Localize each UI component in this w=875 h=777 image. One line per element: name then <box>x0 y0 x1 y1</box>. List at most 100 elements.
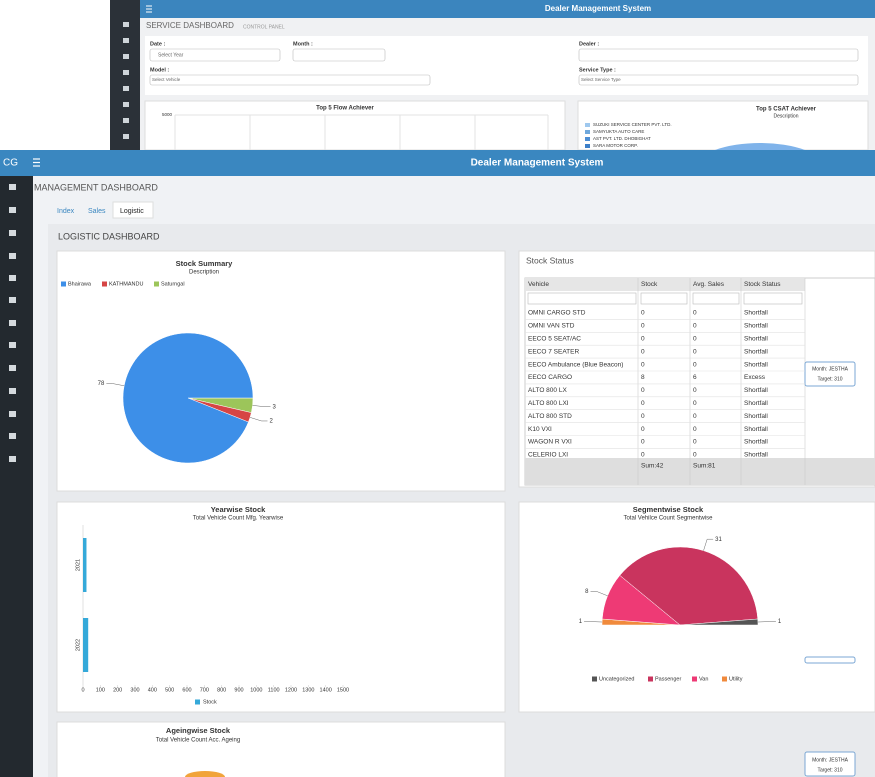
tab[interactable]: Index <box>57 208 75 215</box>
column-header: Stock Status <box>744 281 781 288</box>
x-tick-label: 1300 <box>302 687 314 693</box>
cell: 0 <box>693 310 697 317</box>
cell: 0 <box>641 439 645 446</box>
label: Month : <box>293 41 313 47</box>
cell: 0 <box>641 426 645 433</box>
logo: CG <box>3 158 18 169</box>
x-tick-label: 900 <box>234 687 243 693</box>
y-tick-label: 2022 <box>75 639 81 651</box>
x-tick-label: 300 <box>130 687 139 693</box>
cell: 0 <box>693 413 697 420</box>
tooltip-text: Month: JESTHA <box>812 757 849 763</box>
active-tab[interactable] <box>112 201 154 219</box>
placeholder: Select Vehicle <box>152 77 181 82</box>
placeholder: Select Service Type <box>581 77 621 82</box>
panel-title: Stock Status <box>526 255 574 265</box>
legend-label: KATHMANDU <box>109 281 143 287</box>
data-label: 78 <box>98 381 105 387</box>
model-select[interactable] <box>149 74 431 86</box>
csat-panel <box>577 100 869 151</box>
data-label: 8 <box>585 589 589 595</box>
bar <box>83 618 89 672</box>
cell: 0 <box>693 426 697 433</box>
cell: Shortfall <box>744 387 768 394</box>
front-menu-icon <box>33 158 40 167</box>
legend-swatch <box>195 699 200 705</box>
label-connector <box>106 383 125 387</box>
x-tick-label: 700 <box>200 687 209 693</box>
cell: Shortfall <box>744 323 768 330</box>
cell: 0 <box>693 387 697 394</box>
back-page-title: SERVICE DASHBOARD <box>146 21 234 30</box>
x-tick-label: 1100 <box>268 687 280 693</box>
x-tick-label: 1500 <box>337 687 349 693</box>
cell: 0 <box>693 439 697 446</box>
filter-input[interactable] <box>640 292 688 305</box>
table-foot <box>525 458 875 485</box>
column-header: Stock <box>641 281 658 288</box>
service-select[interactable] <box>578 74 859 86</box>
month-select[interactable] <box>292 48 386 62</box>
chart-title: Segmentwise Stock <box>633 505 704 514</box>
x-tick-label: 600 <box>182 687 191 693</box>
legend-label: Bhairawa <box>68 281 92 287</box>
data-label: 3 <box>273 404 277 410</box>
tooltip <box>804 751 856 777</box>
data-label: 1 <box>579 619 583 625</box>
yearwise-panel <box>56 501 506 713</box>
cell: 0 <box>693 348 697 355</box>
tooltip-text: Month: JESTHA <box>812 366 849 372</box>
back-header <box>140 0 875 18</box>
chart-title: Stock Summary <box>176 259 234 268</box>
filter-input[interactable] <box>692 292 740 305</box>
cell: Shortfall <box>744 336 768 343</box>
tooltip-text: Target: 310 <box>817 376 842 382</box>
cell: ALTO 800 STD <box>528 413 572 420</box>
flow-panel <box>144 100 566 151</box>
column-header: Vehicle <box>528 281 549 288</box>
front-header <box>0 150 875 176</box>
label: Dealer : <box>579 41 599 47</box>
label: Date : <box>150 41 165 47</box>
legend-swatch <box>61 281 66 287</box>
cell: CELERIO LXI <box>528 452 568 459</box>
cell: 0 <box>693 400 697 407</box>
cell: Shortfall <box>744 452 768 459</box>
cell: 0 <box>641 413 645 420</box>
cell: 0 <box>641 361 645 368</box>
legend-swatch <box>592 676 597 682</box>
date-select[interactable] <box>149 48 281 62</box>
flow-grid <box>174 114 549 150</box>
legend-label: Passenger <box>655 676 681 682</box>
tab[interactable]: Logistic <box>120 208 144 215</box>
front-sidebar <box>0 150 33 777</box>
cell: Shortfall <box>744 439 768 446</box>
cell: Excess <box>744 374 766 381</box>
cell: 0 <box>641 336 645 343</box>
label-connector <box>249 417 268 422</box>
filter-input[interactable] <box>527 292 637 305</box>
tooltip-text: Target: 310 <box>817 767 842 773</box>
tab[interactable]: Sales <box>88 208 106 215</box>
x-tick-label: 1400 <box>320 687 332 693</box>
cell: EECO 7 SEATER <box>528 348 579 355</box>
label-connector <box>590 591 608 597</box>
panel-title: Top 5 CSAT Achiever <box>756 107 817 113</box>
data-label: 2 <box>269 419 273 425</box>
tooltip <box>804 361 856 387</box>
filter-input[interactable] <box>743 292 803 305</box>
cell: Shortfall <box>744 426 768 433</box>
cell: 8 <box>641 374 645 381</box>
table-head <box>525 278 805 291</box>
panel-subtitle: Description <box>773 113 798 119</box>
csat-pie-edge <box>715 142 805 150</box>
cell: 0 <box>693 323 697 330</box>
back-selects <box>149 48 859 86</box>
chart-subtitle: Total Vehilce Count Segmentwise <box>623 516 713 522</box>
legend-label: Uncategorized <box>599 676 634 682</box>
dealer-select[interactable] <box>578 48 859 62</box>
y-tick-label: 5000 <box>162 112 173 117</box>
cell: Shortfall <box>744 400 768 407</box>
chart-subtitle: Total Vehicle Count Acc. Ageing <box>156 738 240 744</box>
cell: OMNI VAN STD <box>528 323 575 330</box>
